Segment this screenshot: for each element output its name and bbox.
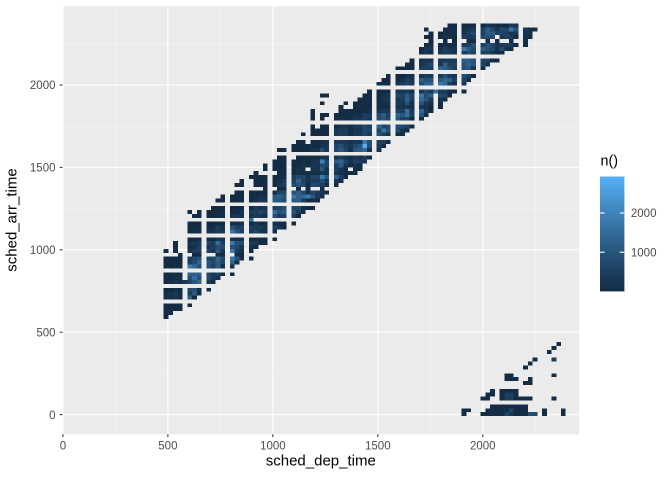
svg-text:2000: 2000: [30, 80, 56, 92]
svg-text:2000: 2000: [470, 440, 496, 452]
svg-text:1000: 1000: [30, 245, 56, 257]
svg-text:sched_dep_time: sched_dep_time: [266, 453, 376, 470]
svg-text:500: 500: [36, 327, 55, 339]
svg-text:500: 500: [158, 440, 177, 452]
svg-text:0: 0: [60, 440, 66, 452]
svg-text:0: 0: [49, 410, 55, 422]
svg-text:1500: 1500: [30, 163, 56, 175]
svg-text:2000: 2000: [631, 208, 657, 220]
svg-text:1000: 1000: [631, 247, 657, 259]
svg-text:n(): n(): [601, 154, 618, 170]
svg-text:1500: 1500: [365, 440, 391, 452]
svg-text:1000: 1000: [260, 440, 286, 452]
svg-text:sched_arr_time: sched_arr_time: [4, 168, 21, 271]
